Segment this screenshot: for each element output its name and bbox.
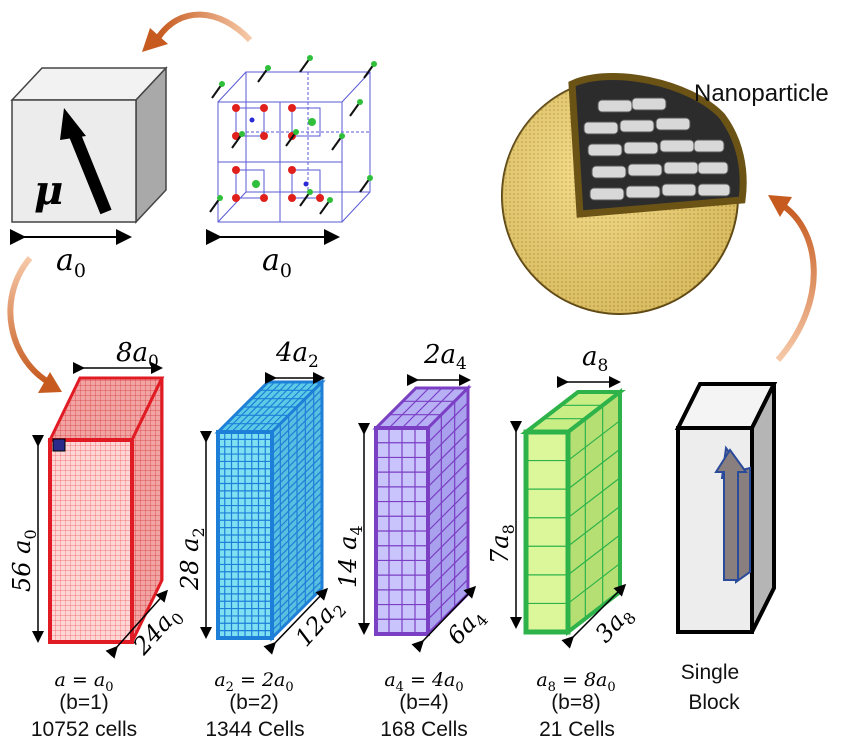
b1-b-label: (b=1) [59,691,109,714]
lattice-constant-label: a0 [262,243,292,282]
b1-size-expr: a = a0 [55,669,114,695]
moment-symbol: μ [34,167,63,214]
b4-side-dim: 14 a4 [334,525,366,588]
b4-depth-arrow [411,585,477,653]
b1-depth-arrow [105,589,168,659]
b8-top-dim: a8 [582,342,608,376]
single-block-line2: Block [688,691,740,714]
curved-arrow-right-head [768,195,792,217]
b8-cells: 21 Cells [539,718,615,741]
b1-top-dim: 8a0 [116,338,159,372]
nanoparticle-label: Nanoparticle [694,80,829,107]
nanoparticle-sphere [501,73,747,315]
b2-cells: 1344 Cells [205,718,305,741]
curved-arrow-right [775,202,817,362]
b8-size-expr: a8 = 8a0 [536,669,615,695]
single-block [674,382,778,634]
curved-arrow-left [7,256,52,386]
curved-arrow-top [155,11,253,43]
b2-b-label: (b=2) [229,691,279,714]
b8-depth-arrow [561,583,627,649]
b2-side-dim: 28 a2 [176,527,208,591]
b8-b-label: (b=8) [551,691,601,714]
b4-b-label: (b=4) [399,691,449,714]
b2-size-expr: a2 = 2a0 [214,669,293,695]
block-b1 [47,376,165,644]
b4-cells: 168 Cells [380,718,468,741]
atomic-lattice [217,71,371,223]
b1-cells: 10752 cells [30,718,138,741]
block-b8 [520,387,626,637]
b1-side-dim: 56 a0 [8,529,40,592]
b4-top-dim: 2a4 [423,340,467,374]
macrospin-cube [10,66,168,224]
spin-arrows [209,55,377,215]
curved-arrow-top-head [142,28,168,52]
b8-side-dim: 7a8 [486,524,518,564]
cube-lattice-label: a0 [56,243,86,282]
b4-size-expr: a4 = 4a0 [384,669,463,695]
b2-top-dim: 4a2 [275,338,319,372]
single-block-line1: Single [680,661,740,684]
block-b4 [372,384,472,638]
curved-arrow-left-head [38,372,62,393]
b2-depth-arrow [263,587,329,655]
block-b2 [214,378,326,642]
